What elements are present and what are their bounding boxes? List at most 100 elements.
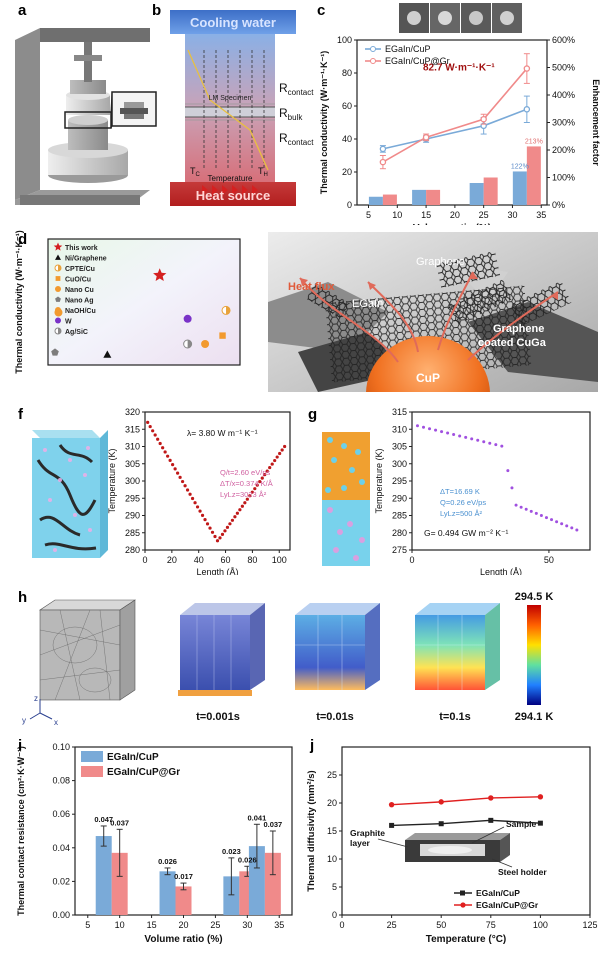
legend-label-ag-sic: Ag/SiC xyxy=(65,329,88,336)
legend-marker-cuo-cu-shape xyxy=(55,276,61,281)
line-cup-gr xyxy=(391,796,541,806)
f-point xyxy=(176,471,180,475)
f-ytick-label: 285 xyxy=(125,528,140,538)
g-point xyxy=(422,425,426,429)
g-point xyxy=(428,427,432,431)
scale-min-label: 294.1 K xyxy=(515,711,554,723)
legend-marker-cuo-cu xyxy=(55,276,61,281)
j-annotation-layer: layer xyxy=(350,838,371,848)
g-point xyxy=(565,524,569,528)
panel-label-g: g xyxy=(308,406,318,423)
f-point xyxy=(205,522,210,526)
f-point xyxy=(268,465,272,470)
bar-egain-cup xyxy=(512,171,527,205)
point-this-work xyxy=(153,268,167,281)
coated-label-2: coated CuGa xyxy=(478,337,547,349)
point-w-shape xyxy=(183,314,192,323)
g-point xyxy=(470,437,474,441)
scale-max-label: 294.5 K xyxy=(515,591,554,603)
c-xtick-label: 20 xyxy=(450,210,460,220)
f-xtick-label: 40 xyxy=(194,555,204,565)
f-point xyxy=(265,469,269,473)
i-xtick-label: 15 xyxy=(147,920,157,930)
g-ytick-label: 315 xyxy=(392,407,407,417)
f-ytick-label: 300 xyxy=(125,476,140,486)
f-point xyxy=(218,536,222,540)
bar-egain-cup-gr xyxy=(483,177,498,205)
legend-marker-naoh-cu xyxy=(55,307,61,313)
cup-label: CuP xyxy=(416,371,440,385)
f-ytick-label: 295 xyxy=(125,493,140,503)
c-xtick-label: 5 xyxy=(366,210,371,220)
r-bulk-label: R xyxy=(279,106,288,120)
c-xtick-label: 10 xyxy=(392,210,402,220)
chart-i: 0.0470.0370.0260.0170.0230.0260.0410.037… xyxy=(16,742,293,945)
g-point xyxy=(446,431,450,435)
cooling-water-label: Cooling water xyxy=(190,15,276,30)
j-annotation-steel: Steel holder xyxy=(498,867,547,877)
point-cup-gr xyxy=(438,799,444,805)
point-cup-gr xyxy=(537,794,544,800)
point-cup xyxy=(438,821,444,827)
egain-label: EGaIn xyxy=(352,298,383,310)
chart-d: This work Ni/Graphene CPTE/Cu CuO/Cu Nano Cu… xyxy=(14,230,241,374)
f-point xyxy=(228,522,232,526)
panel-d: d This work Ni/Graphene CPTE/Cu CuO/Cu Nano … xyxy=(0,225,260,395)
j-annotation-sample: Sample xyxy=(506,819,537,829)
j-annotation-graphite: Graphite xyxy=(350,828,385,838)
g-point xyxy=(434,428,438,432)
thermal-setup-schematic: Cooling water LM Specimen Rcontact Rbulk… xyxy=(170,10,315,206)
data-label-cup: 0.041 xyxy=(248,813,267,822)
axis-triad xyxy=(29,699,53,720)
i-xlabel: Volume ratio (%) xyxy=(144,934,222,945)
f-point xyxy=(223,529,227,533)
r-contact-top-sub: contact xyxy=(288,88,315,97)
i-ytick-label: 0.00 xyxy=(52,910,70,920)
g-point xyxy=(524,507,528,511)
g-ytick-label: 295 xyxy=(392,476,407,486)
data-label-cup: 0.047 xyxy=(94,815,113,824)
color-scale-bar xyxy=(527,605,541,705)
j-xtick-label: 100 xyxy=(533,920,548,930)
f-xlabel: Length (Å) xyxy=(196,567,238,575)
i-ytick-label: 0.04 xyxy=(52,843,70,853)
legend-marker-cup xyxy=(370,46,376,52)
f-point xyxy=(166,454,170,458)
heat-source-label: Heat source xyxy=(196,188,270,203)
f-point xyxy=(200,513,205,517)
g-point xyxy=(458,434,462,438)
f-point xyxy=(230,518,235,522)
heat-flux-label: Heat flux xyxy=(288,281,335,293)
point-cup-gr xyxy=(388,801,395,808)
legend-label-nano-ag: Nano Ag xyxy=(65,298,94,305)
f-point xyxy=(208,526,212,530)
legend-marker-w-shape xyxy=(55,317,61,324)
f-point xyxy=(163,450,167,454)
f-point xyxy=(250,490,254,494)
bar-cup-gr xyxy=(111,852,128,915)
bar-cup xyxy=(159,871,176,915)
r-contact-top-label: R xyxy=(279,81,288,95)
f-point xyxy=(173,467,177,471)
annotation-peak: 82.7 W·m⁻¹·K⁻¹ xyxy=(423,63,495,74)
f-point xyxy=(178,475,182,479)
legend-marker-cup xyxy=(460,890,465,896)
f-point xyxy=(233,515,237,519)
i-ytick-label: 0.10 xyxy=(52,742,70,752)
g-point xyxy=(464,435,468,439)
panel-c: c 122% 213% 82.7 W·m⁻¹·K⁻¹ EGaIn/CuP EGaIn/C… xyxy=(315,0,600,225)
bar-cup xyxy=(223,876,240,915)
f-point xyxy=(243,501,247,505)
legend-marker-w xyxy=(55,317,61,324)
md-box-f xyxy=(32,430,108,558)
chart-f: λ= 3.80 W m⁻¹ K⁻¹ Q/t=2.60 eV/ps ΔT/x=0.37… xyxy=(107,407,291,575)
f-point xyxy=(235,511,239,515)
point-cup-gr xyxy=(480,115,487,123)
legend-label-this-work: This work xyxy=(65,245,98,252)
f-ytick-label: 310 xyxy=(125,442,140,452)
time-label-3: t=0.1s xyxy=(439,711,471,723)
g-annotation-g: G= 0.494 GW m⁻² K⁻¹ xyxy=(424,528,508,538)
legend-marker-cup-gr xyxy=(460,902,466,908)
time-label-1: t=0.001s xyxy=(196,711,240,723)
point-cuo-cu-shape xyxy=(219,332,226,339)
